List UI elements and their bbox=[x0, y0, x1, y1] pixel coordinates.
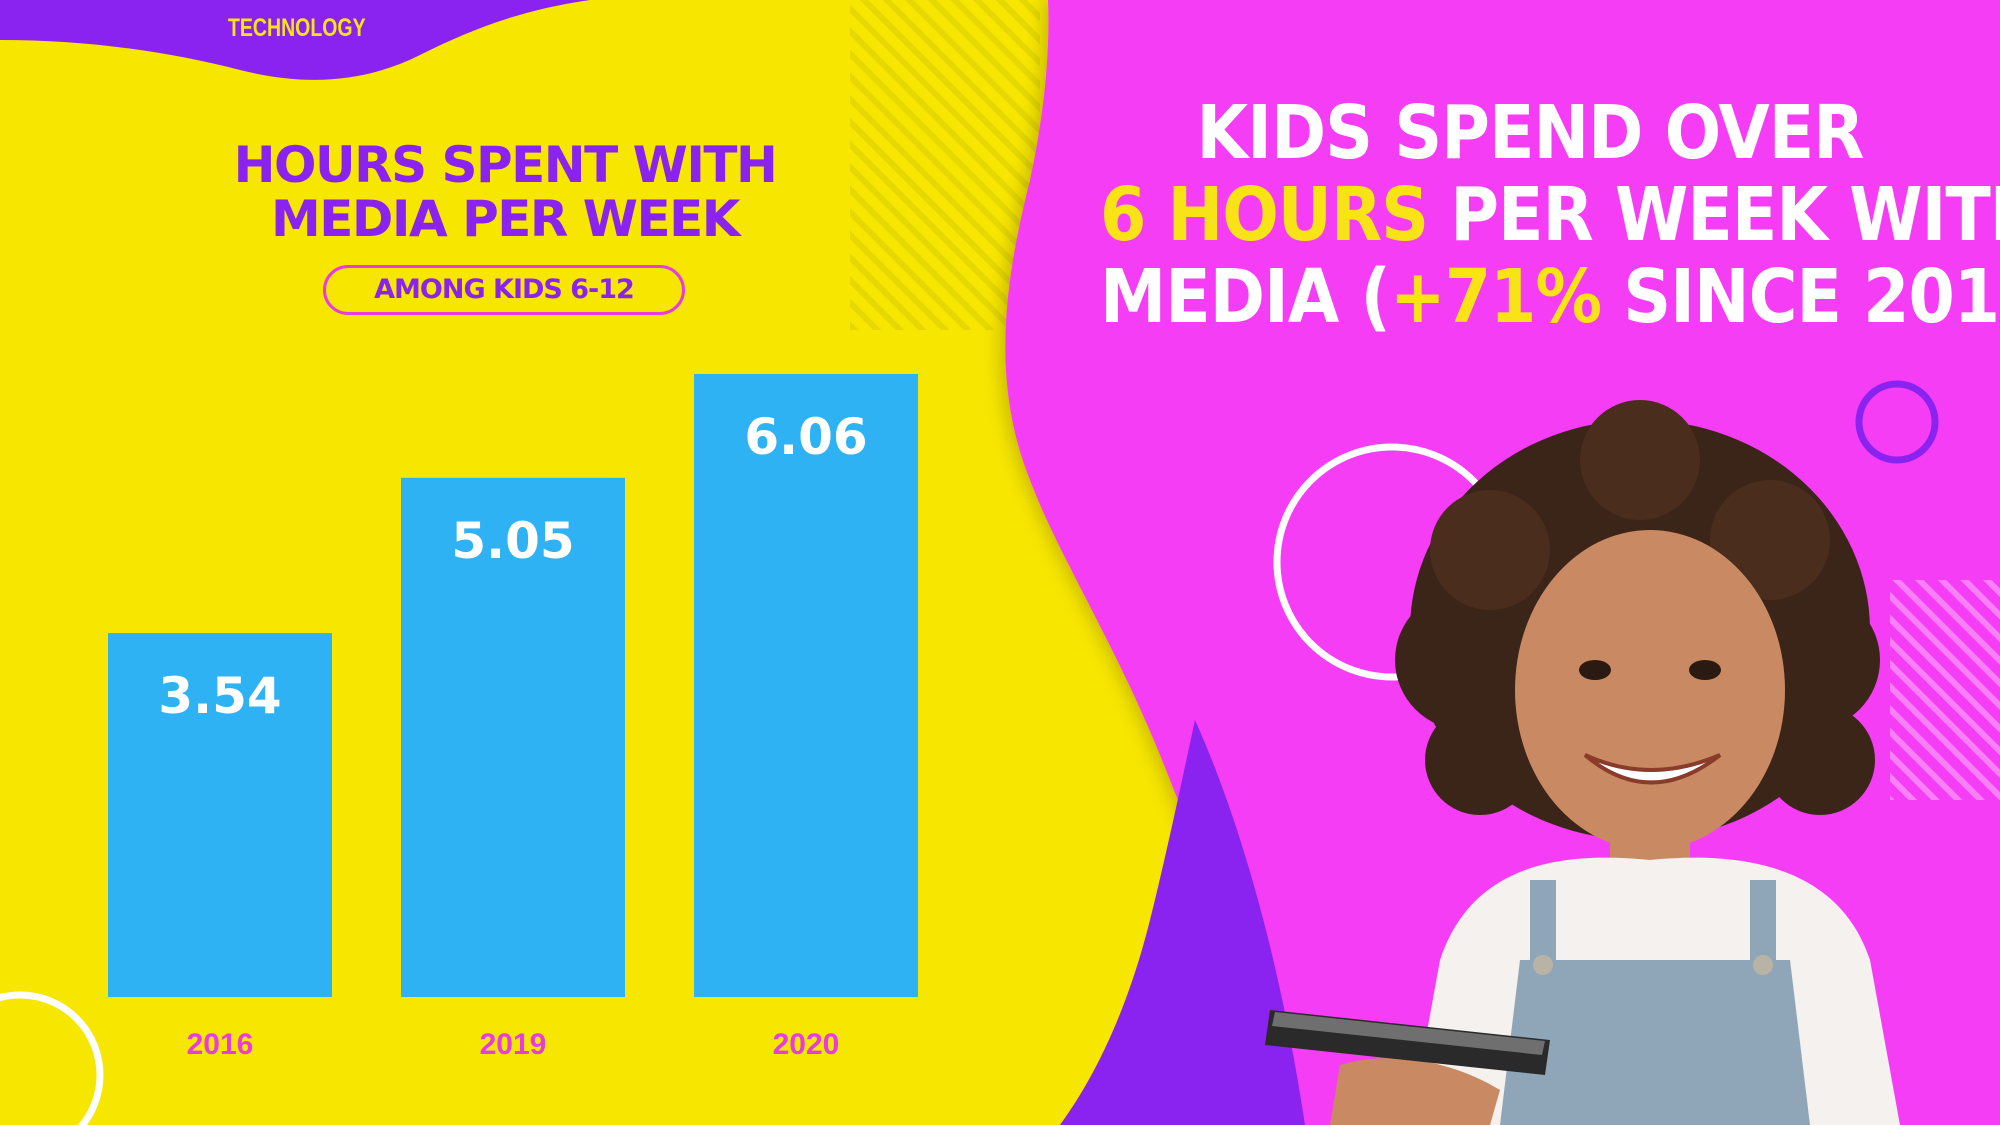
chart-title-line-1: HOURS SPENT WITH bbox=[233, 136, 778, 194]
bar-2020 bbox=[694, 374, 918, 997]
headline-highlight-hours: 6 HOURS bbox=[1100, 172, 1429, 258]
headline-line-2-rest: PER WEEK WITH bbox=[1428, 172, 2000, 258]
bar-value-label-2019: 5.05 bbox=[451, 512, 574, 570]
x-tick-label-2020: 2020 bbox=[773, 1028, 840, 1061]
x-tick-label-2019: 2019 bbox=[480, 1028, 547, 1061]
chart-subtitle: AMONG KIDS 6-12 bbox=[323, 265, 685, 315]
chart-title-line-2: MEDIA PER WEEK bbox=[270, 190, 741, 248]
headline: KIDS SPEND OVER 6 HOURS PER WEEK WITH ME… bbox=[1100, 90, 2000, 340]
headline-line-3-end: SINCE 2016) bbox=[1623, 254, 2000, 340]
white-circle-corner bbox=[0, 991, 104, 1125]
headline-line-2: 6 HOURS PER WEEK WITH bbox=[1100, 172, 2000, 258]
chart-title: HOURS SPENT WITH MEDIA PER WEEK bbox=[160, 138, 850, 246]
bar-2019 bbox=[401, 477, 625, 997]
bar-2016 bbox=[108, 633, 332, 997]
stripe-decoration-left bbox=[850, 0, 1040, 330]
purple-wave-bottom bbox=[1060, 720, 1305, 1125]
headline-line-3-start: MEDIA ( bbox=[1100, 254, 1391, 340]
headline-highlight-percent: +71% bbox=[1389, 254, 1602, 340]
smartphone-icon bbox=[1265, 1010, 1550, 1075]
headline-line-1: KIDS SPEND OVER bbox=[1196, 90, 1864, 176]
bar-value-label-2020: 6.06 bbox=[744, 408, 867, 466]
purple-circle-decoration bbox=[1855, 380, 1939, 464]
headline-line-3: MEDIA (+71% SINCE 2016) bbox=[1100, 254, 2000, 340]
x-tick-label-2016: 2016 bbox=[187, 1028, 254, 1061]
purple-wave-top bbox=[0, 0, 590, 80]
bar-value-label-2016: 3.54 bbox=[158, 667, 281, 725]
child-photo bbox=[1265, 400, 1900, 1125]
stripe-decoration-right bbox=[1890, 580, 2000, 800]
section-tag: TECHNOLOGY bbox=[228, 14, 366, 42]
